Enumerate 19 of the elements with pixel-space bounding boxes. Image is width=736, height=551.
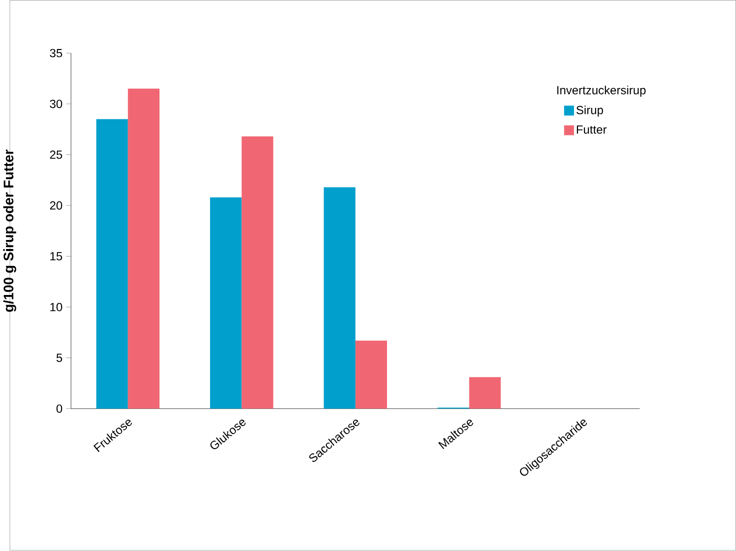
legend-label: Futter — [576, 126, 607, 134]
bar — [469, 377, 501, 409]
y-tick-label: 25 — [50, 150, 62, 160]
bar — [324, 187, 356, 409]
y-tick-label: 20 — [50, 201, 62, 210]
y-tick-label: 15 — [50, 252, 62, 261]
bar — [210, 198, 242, 409]
y-tick-label: 10 — [50, 303, 62, 312]
bar — [96, 119, 128, 409]
bar — [355, 340, 388, 409]
legend-label: Sirup — [576, 106, 603, 117]
y-tick-label: 35 — [50, 49, 62, 58]
legend-title: Invertzuckersirup — [557, 86, 646, 97]
y-tick-label: 0 — [56, 404, 62, 413]
bar — [242, 136, 274, 409]
y-axis-title: g/100 g Sirup oder Futter — [3, 150, 16, 312]
bar — [128, 88, 160, 409]
y-tick-label: 5 — [56, 354, 62, 362]
y-tick-label: 30 — [50, 100, 62, 108]
